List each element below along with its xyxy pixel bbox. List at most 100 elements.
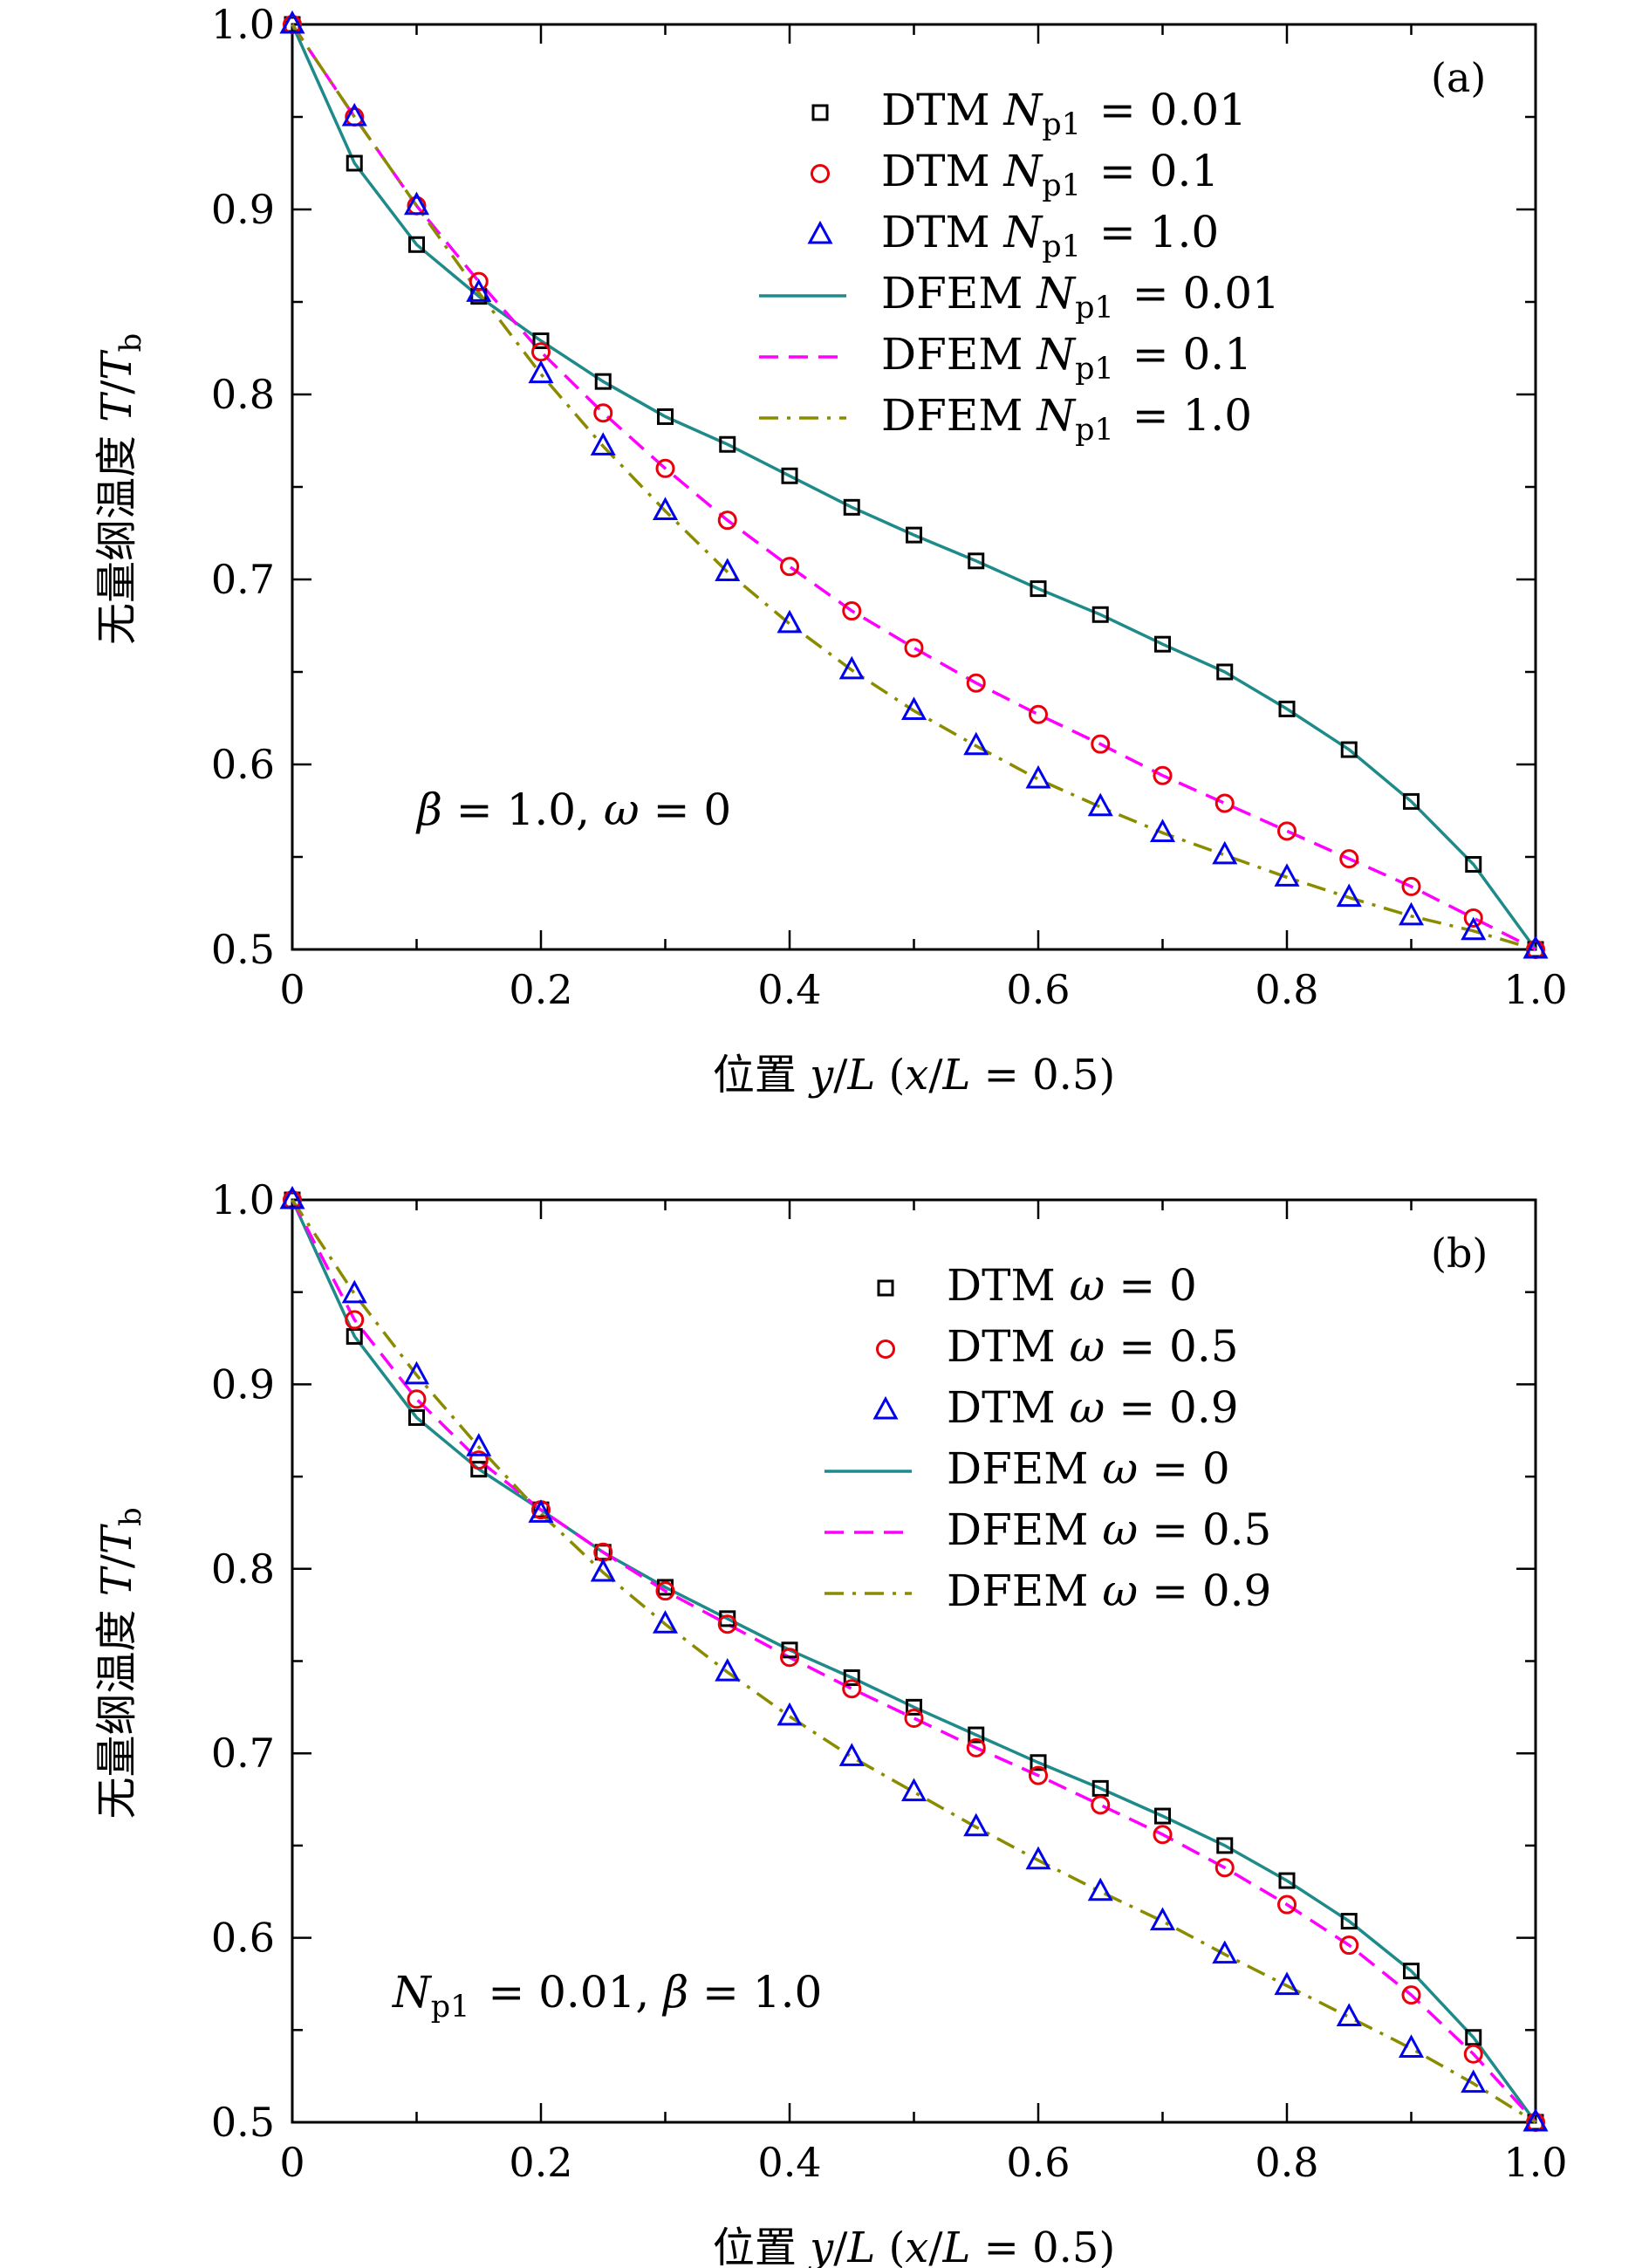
x-tick-label: 0.6 (1006, 2139, 1070, 2186)
data-point (1336, 883, 1362, 908)
data-point (1091, 1779, 1109, 1797)
data-point (904, 638, 924, 658)
data-point (715, 1658, 741, 1682)
x-axis-label: 位置 y/L (x/L = 0.5) (713, 2223, 1115, 2268)
chart-panel-b: 0 0.2 0.4 0.6 0.8 1.0 0.5 0.6 0.7 0.8 0.9 1.0 位置 y/L… (92, 1176, 1568, 2268)
data-point (590, 1558, 616, 1582)
data-point (1336, 2003, 1362, 2027)
data-point (1091, 734, 1111, 754)
data-point (1030, 580, 1047, 598)
panel-label: (a) (1431, 54, 1486, 101)
x-tick-label: 0.6 (1006, 966, 1070, 1013)
data-point (1091, 606, 1109, 623)
data-point (904, 1709, 924, 1729)
x-tick-label: 0.8 (1255, 2139, 1318, 2186)
x-axis-label: 位置 y/L (x/L = 0.5) (713, 1051, 1115, 1100)
data-point (466, 278, 492, 302)
data-point (652, 497, 679, 521)
x-tick-label: 0.2 (509, 2139, 572, 2186)
y-axis-label: 无量纲温度 T/Tb (92, 1503, 148, 1819)
data-point (403, 191, 430, 216)
data-point (1339, 1936, 1359, 1956)
data-point (1461, 916, 1487, 941)
legend-entry: DFEM Np1 = 0.1 (881, 329, 1252, 387)
data-point (1025, 764, 1051, 789)
data-point (408, 236, 425, 253)
data-point (1277, 1895, 1297, 1915)
data-point (590, 432, 616, 456)
data-point (843, 1669, 860, 1687)
legend-symbol (876, 1340, 895, 1359)
data-point (1153, 765, 1173, 785)
y-tick-label: 0.7 (211, 556, 275, 603)
data-point (655, 1581, 675, 1601)
data-point (279, 10, 305, 34)
data-point (403, 1360, 430, 1385)
y-tick-label: 0.9 (211, 186, 275, 233)
data-point (279, 1185, 305, 1209)
data-point (777, 1702, 803, 1726)
data-point (1274, 1971, 1300, 1996)
data-point (346, 154, 363, 172)
data-point (963, 1812, 989, 1837)
y-tick-label: 0.6 (211, 1915, 275, 1962)
data-point (346, 1327, 363, 1345)
marker-series-3 (279, 1185, 1549, 2132)
legend-entry: DTM ω = 0.5 (947, 1321, 1239, 1372)
data-point (528, 360, 554, 384)
data-point (1278, 1872, 1296, 1889)
legend-entry: DFEM ω = 0.9 (947, 1566, 1271, 1616)
data-point (1274, 863, 1300, 887)
data-point (1340, 1913, 1358, 1930)
data-point (1277, 821, 1297, 841)
data-point (838, 1743, 865, 1766)
data-point (717, 1614, 737, 1634)
data-point (1278, 700, 1296, 717)
data-point (719, 435, 736, 453)
y-tick-label: 0.8 (211, 1545, 275, 1593)
y-tick-label: 0.7 (211, 1730, 275, 1777)
legend-symbol (877, 1279, 894, 1297)
legend-entry: DTM Np1 = 0.1 (881, 146, 1219, 203)
data-point (1030, 1754, 1047, 1771)
data-point (1154, 635, 1171, 653)
data-point (528, 1499, 554, 1523)
series-line-2 (291, 24, 1536, 951)
x-tick-label: 1.0 (1503, 966, 1567, 1013)
data-point (715, 558, 741, 582)
data-point (777, 609, 803, 634)
data-point (470, 1461, 488, 1478)
x-tick-label: 1.0 (1503, 2139, 1567, 2186)
legend-entry: DTM Np1 = 0.01 (881, 85, 1247, 142)
data-point (781, 467, 798, 484)
data-point (1212, 840, 1238, 865)
data-point (1216, 663, 1234, 681)
data-point (1154, 1807, 1171, 1825)
y-tick-label: 0.5 (211, 926, 275, 973)
legend-entry: DTM Np1 = 1.0 (881, 207, 1219, 264)
data-point (1340, 741, 1358, 758)
x-tick-label: 0.4 (757, 2139, 821, 2186)
data-point (717, 510, 737, 531)
data-point (1398, 2034, 1425, 2058)
data-point (1087, 1877, 1113, 1901)
data-point (963, 731, 989, 756)
data-point (1461, 2069, 1487, 2093)
data-point (906, 526, 922, 544)
legend-entry: DTM ω = 0.9 (947, 1382, 1239, 1433)
y-tick-label: 1.0 (211, 1176, 275, 1223)
parameter-annotation: Np1 = 0.01, β = 1.0 (392, 1967, 822, 2025)
marker-series-3 (279, 10, 1549, 959)
y-axis-label: 无量纲温度 T/Tb (92, 329, 148, 645)
legend-symbol (807, 220, 833, 244)
x-tick-label: 0.8 (1255, 966, 1318, 1013)
data-point (968, 552, 985, 570)
y-tick-label: 0.6 (211, 741, 275, 788)
data-point (1522, 935, 1549, 959)
data-point (657, 408, 674, 425)
panel-label: (b) (1431, 1230, 1488, 1277)
data-point (842, 601, 862, 621)
data-point (1403, 1963, 1420, 1980)
data-point (1029, 1765, 1048, 1785)
